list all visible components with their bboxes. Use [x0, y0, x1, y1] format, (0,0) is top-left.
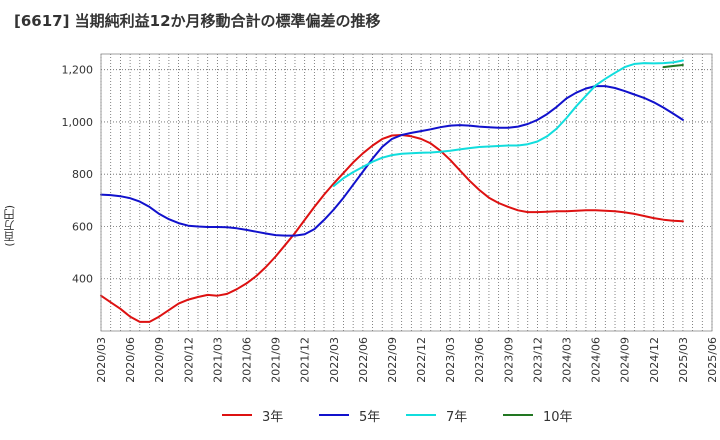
x-tick-label: 2024/09 [619, 337, 632, 383]
x-tick-label: 2022/03 [328, 337, 341, 383]
legend-label: 7年 [446, 409, 468, 425]
y-tick-label: 800 [72, 168, 93, 181]
series-line-10年 [662, 64, 684, 69]
y-tick-label: 600 [72, 220, 93, 233]
plot-area [101, 54, 712, 331]
x-tick-label: 2024/12 [648, 337, 661, 383]
x-tick-label: 2022/12 [415, 337, 428, 383]
x-tick-label: 2020/06 [124, 337, 137, 383]
y-tick-labels: 400 600 800 1,000 1,200 [62, 64, 94, 286]
legend-item: 5年 [319, 404, 380, 426]
legend-swatch [319, 414, 349, 416]
x-tick-label: 2024/06 [590, 337, 603, 383]
legend-item: 3年 [222, 404, 283, 426]
legend-swatch [503, 414, 533, 416]
x-tick-label: 2023/12 [531, 337, 544, 383]
legend: 3年 5年 7年 10年 [0, 404, 720, 426]
x-tick-label: 2023/06 [473, 337, 486, 383]
x-tick-label: 2023/03 [444, 337, 457, 383]
series-line-7年 [332, 59, 684, 187]
x-tick-label: 2022/09 [386, 337, 399, 383]
x-tick-label: 2025/06 [706, 337, 719, 383]
y-tick-label: 1,000 [62, 116, 94, 129]
legend-item: 10年 [503, 404, 573, 426]
chart-title: [6617] 当期純利益12か月移動合計の標準偏差の推移 [14, 12, 381, 30]
y-tick-label: 1,200 [62, 64, 94, 77]
x-tick-label: 2021/06 [240, 337, 253, 383]
x-tick-label: 2021/03 [211, 337, 224, 383]
plot-border [100, 53, 713, 332]
series-line-3年 [100, 134, 684, 323]
legend-label: 3年 [262, 409, 284, 425]
legend-label: 5年 [359, 409, 381, 425]
x-tick-labels: 2020/03 2020/06 2020/09 2020/12 2021/03 2021/… [95, 337, 719, 383]
x-tick-label: 2020/03 [95, 337, 108, 383]
legend-item: 7年 [406, 404, 467, 426]
y-tick-label: 400 [72, 273, 93, 286]
series-line-5年 [100, 85, 684, 237]
x-tick-label: 2020/12 [182, 337, 195, 383]
legend-swatch [222, 414, 252, 416]
x-tick-label: 2025/03 [677, 337, 690, 383]
x-tick-label: 2024/03 [561, 337, 574, 383]
x-tick-label: 2021/12 [299, 337, 312, 383]
legend-swatch [406, 414, 436, 416]
x-tick-label: 2021/09 [270, 337, 283, 383]
x-tick-label: 2022/06 [357, 337, 370, 383]
x-tick-label: 2023/09 [502, 337, 515, 383]
series-lines [100, 59, 684, 323]
legend-label: 10年 [543, 409, 573, 425]
x-tick-label: 2020/09 [153, 337, 166, 383]
